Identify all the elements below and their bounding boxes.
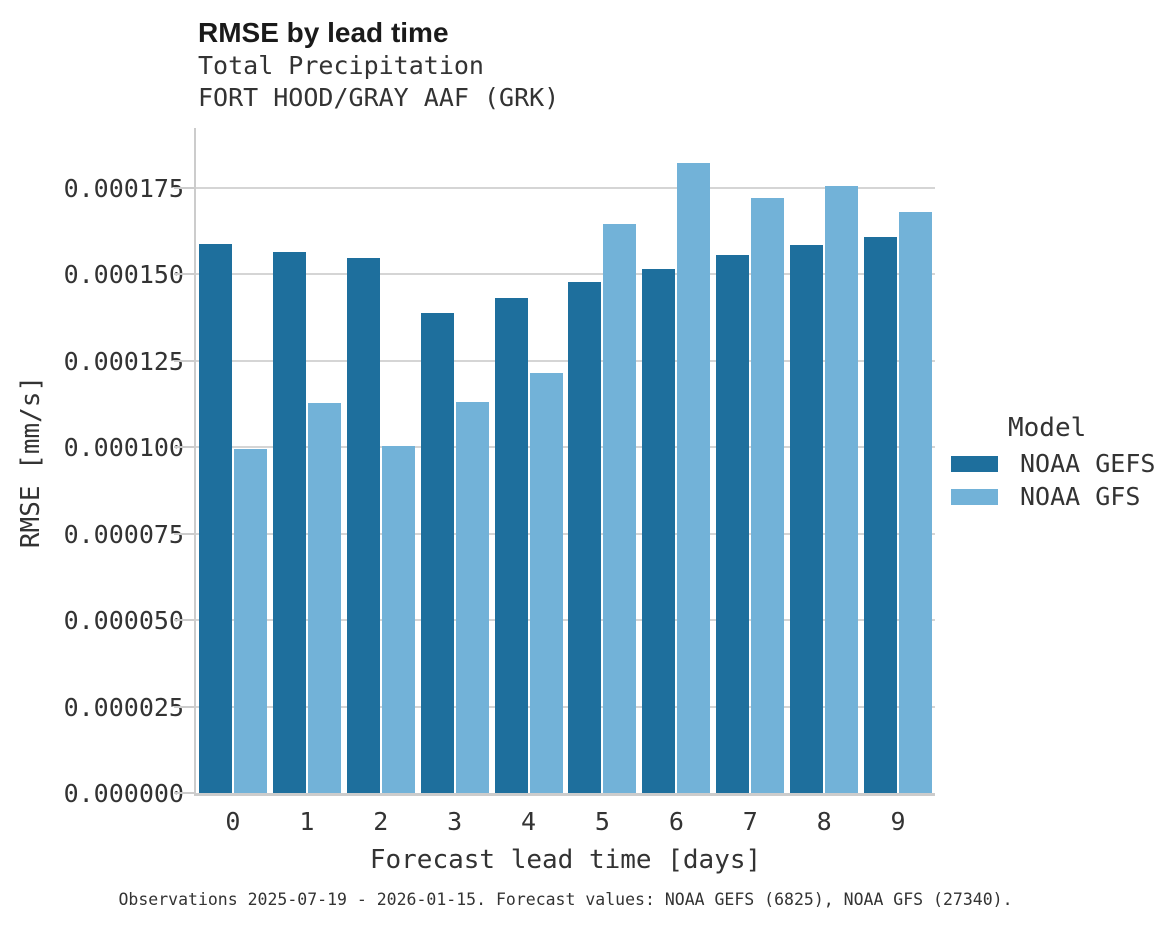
- y-tick: [174, 792, 196, 794]
- bar-noaa-gefs-lead-4: [494, 297, 528, 793]
- x-tick-label: 8: [816, 807, 832, 836]
- y-tick-label: 0.000175: [63, 174, 184, 203]
- bar-noaa-gfs-lead-0: [233, 448, 267, 793]
- chart-subtitle: Total Precipitation: [198, 51, 484, 80]
- chart-title: RMSE by lead time: [198, 17, 449, 48]
- y-tick-label: 0.000000: [63, 779, 184, 808]
- x-tick-label: 6: [668, 807, 684, 836]
- x-tick-label: 3: [447, 807, 463, 836]
- bar-noaa-gefs-lead-9: [864, 237, 898, 793]
- bar-noaa-gfs-lead-6: [677, 163, 711, 793]
- x-axis-label: Forecast lead time [days]: [369, 845, 762, 875]
- y-tick: [174, 619, 196, 622]
- y-tick-label: 0.000025: [63, 692, 184, 722]
- bar-noaa-gfs-lead-9: [899, 211, 933, 793]
- x-axis-line: [194, 793, 935, 796]
- gridline-y: [196, 705, 935, 708]
- bar-noaa-gefs-lead-7: [716, 255, 750, 793]
- y-tick: [174, 359, 196, 362]
- y-tick: [174, 532, 196, 535]
- x-tick-label: 4: [521, 807, 537, 836]
- y-tick-label: 0.000150: [63, 260, 184, 290]
- chart-station-subtitle: FORT HOOD/GRAY AAF (GRK): [198, 83, 560, 112]
- gridline-y: [196, 187, 935, 189]
- plot-area: [196, 128, 935, 793]
- legend-swatch-noaa-gfs: [951, 489, 998, 505]
- y-axis-line: [194, 128, 196, 795]
- x-tick-label: 9: [890, 807, 906, 836]
- y-tick: [174, 446, 196, 449]
- y-tick-label: 0.000125: [63, 346, 184, 376]
- x-tick-label: 1: [299, 807, 315, 836]
- gridline-y: [196, 446, 935, 449]
- y-tick: [174, 273, 196, 276]
- caption: Observations 2025-07-19 - 2026-01-15. Fo…: [118, 890, 1013, 909]
- gridline-y: [196, 532, 935, 535]
- x-tick-label: 5: [594, 807, 610, 836]
- bar-noaa-gefs-lead-6: [642, 268, 676, 793]
- legend-swatch-noaa-gefs: [951, 456, 998, 472]
- y-tick-label: 0.000100: [63, 433, 184, 463]
- bar-noaa-gefs-lead-8: [790, 244, 824, 793]
- bar-noaa-gfs-lead-8: [825, 186, 859, 793]
- y-tick: [174, 187, 196, 189]
- gridline-y: [196, 273, 935, 276]
- bar-noaa-gefs-lead-0: [198, 244, 232, 793]
- x-tick-label: 7: [742, 807, 758, 836]
- bar-noaa-gefs-lead-5: [568, 282, 602, 793]
- bar-noaa-gfs-lead-7: [751, 198, 785, 793]
- gridline-y: [196, 619, 935, 622]
- gridline-y: [196, 359, 935, 362]
- legend-label: NOAA GEFS: [1020, 449, 1156, 478]
- bar-noaa-gfs-lead-5: [603, 223, 637, 793]
- y-tick-label: 0.000075: [63, 519, 184, 549]
- bar-noaa-gfs-lead-4: [529, 372, 563, 793]
- y-tick: [174, 705, 196, 708]
- bar-noaa-gfs-lead-2: [381, 445, 415, 793]
- legend-label: NOAA GFS: [1020, 482, 1141, 511]
- bar-noaa-gfs-lead-3: [455, 401, 489, 793]
- bar-noaa-gefs-lead-2: [346, 258, 380, 793]
- x-tick-label: 0: [225, 807, 241, 836]
- x-tick-label: 2: [373, 807, 389, 836]
- bar-noaa-gefs-lead-1: [272, 251, 306, 793]
- bar-noaa-gfs-lead-1: [307, 403, 341, 793]
- bar-noaa-gefs-lead-3: [420, 313, 454, 793]
- legend-title: Model: [1008, 413, 1087, 443]
- y-tick-label: 0.000050: [63, 606, 184, 636]
